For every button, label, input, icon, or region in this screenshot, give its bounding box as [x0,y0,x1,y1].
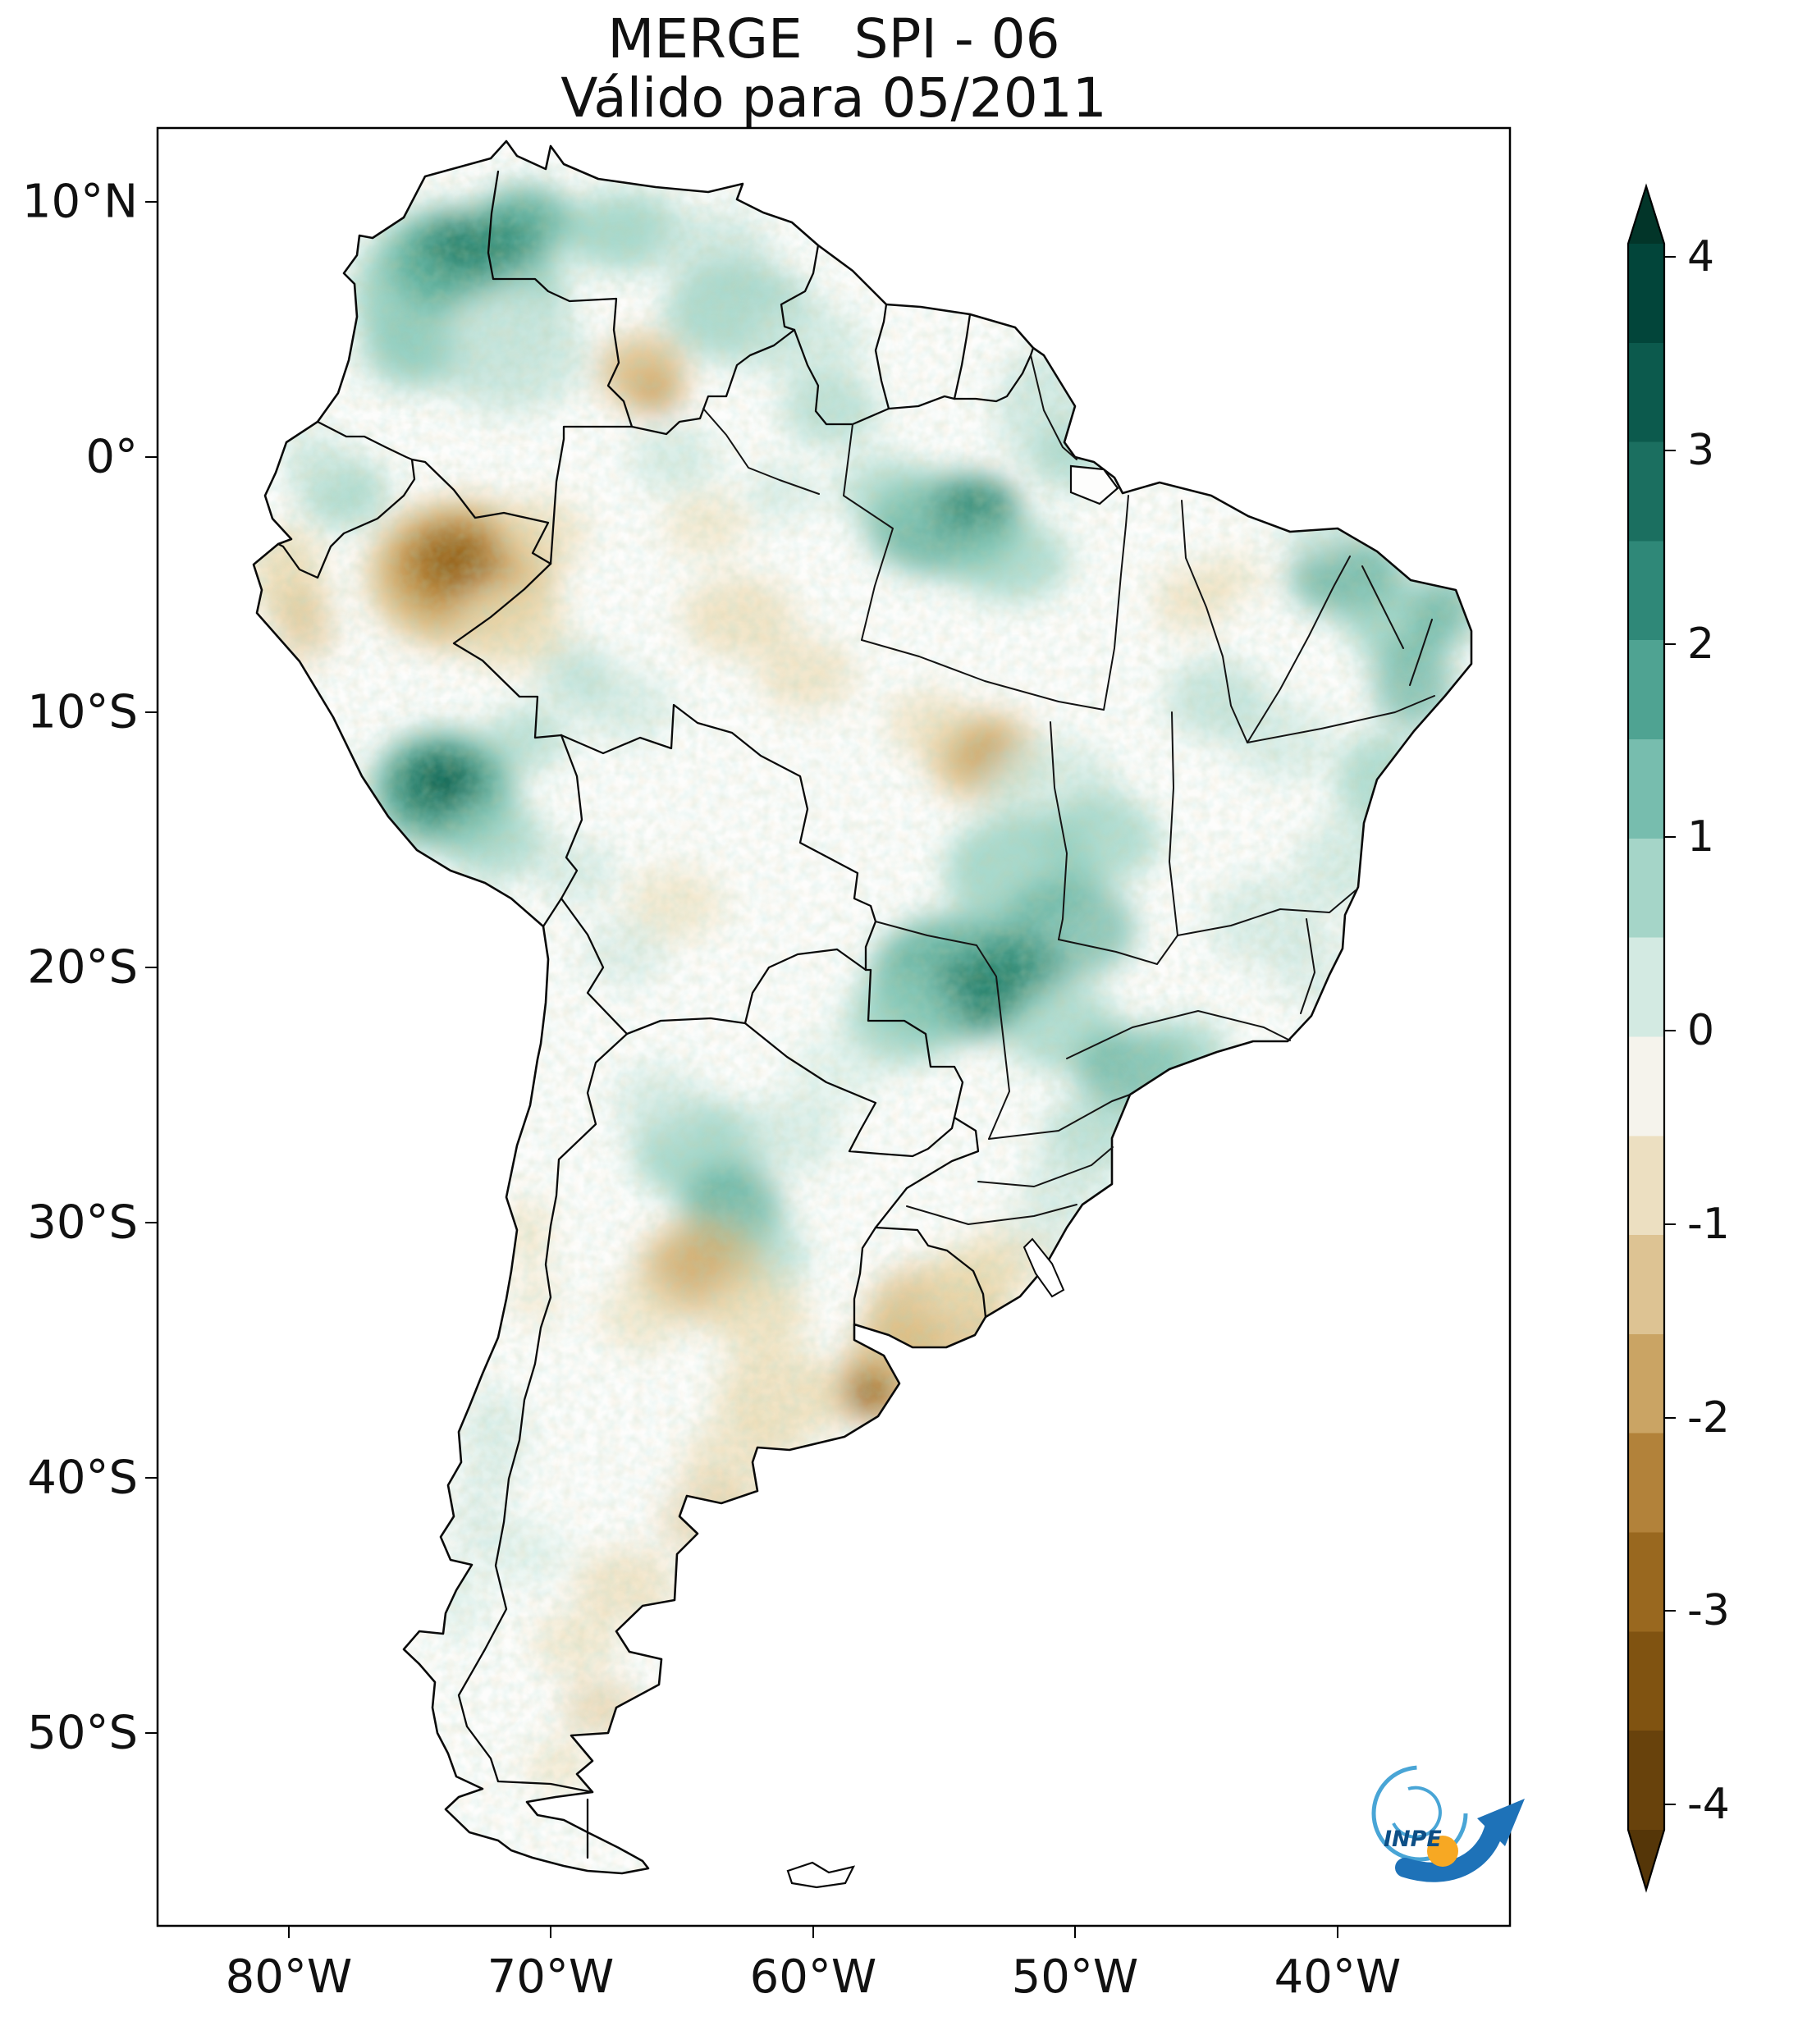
inpe-logo: INPE [1371,1765,1525,1882]
brazil-state-borders [702,354,1435,1225]
lon-tick-label: 70°W [487,1950,615,2004]
lat-tick-label: 40°S [27,1452,138,1505]
map-title: MERGE SPI - 06 [607,7,1059,71]
colorbar-outline [1626,183,1666,1893]
colorbar-gradient [1628,244,1664,1830]
colorbar-tick-label: 2 [1687,620,1714,669]
axis-ticks [145,201,1338,1938]
inpe-logo-arrow [1395,1815,1505,1882]
lat-tick-label: 20°S [27,941,138,995]
colorbar-tick-label: 0 [1687,1006,1714,1055]
lat-tick-label: 0° [85,431,138,484]
country-borders [277,170,1035,1859]
lat-tick-label: 30°S [27,1196,138,1250]
lon-tick-label: 40°W [1274,1950,1402,2004]
lon-tick-label: 50°W [1012,1950,1139,2004]
marajo-island [1069,464,1119,505]
lon-axis: 80°W 70°W 60°W 50°W 40°W [226,1950,1402,2004]
inpe-logo-text: INPE [1384,1827,1442,1852]
colorbar-tick-label: 3 [1687,426,1714,475]
colorbar-tick-label: -1 [1687,1200,1730,1249]
inpe-logo-swirl [1371,1765,1468,1862]
lat-axis: 10°N 0° 10°S 20°S 30°S 40°S 50°S [22,176,138,1760]
coastline [252,139,1473,1875]
lat-tick-label: 10°S [27,686,138,739]
south-atlantic-island [786,1861,856,1889]
colorbar-tick-label: -3 [1687,1586,1730,1635]
colorbar-extend-top [1628,186,1664,244]
inpe-logo-dot [1427,1836,1458,1867]
inpe-logo-arrowhead [1477,1799,1525,1846]
lon-tick-label: 80°W [226,1950,353,2004]
colorbar-tick-label: 4 [1687,232,1714,281]
colorbar-extend-bottom [1628,1830,1664,1890]
patos-lagoon [1023,1237,1065,1298]
colorbar-ticks [1664,256,1676,1805]
colorbar-tick-label: -2 [1687,1393,1730,1443]
colorbar-tick-label: -4 [1687,1780,1730,1829]
colorbar-tick-label: 1 [1687,812,1714,862]
map-subtitle: Válido para 05/2011 [560,66,1106,130]
lon-tick-label: 60°W [750,1950,877,2004]
lat-tick-label: 10°N [22,176,138,229]
lat-tick-label: 50°S [27,1707,138,1760]
colorbar: 4 3 2 1 0 -1 -2 -3 -4 [1626,183,1730,1893]
inpe-logo-inner-swirl [1392,1786,1442,1839]
